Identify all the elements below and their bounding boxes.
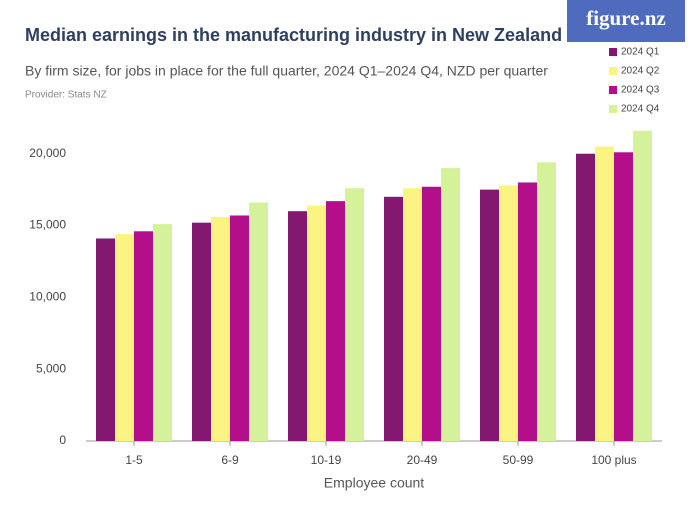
- bar: [230, 215, 249, 441]
- legend-swatch: [609, 86, 617, 94]
- legend-label: 2024 Q2: [621, 66, 660, 77]
- bar: [345, 188, 364, 441]
- bar: [384, 196, 403, 441]
- bar: [499, 185, 518, 441]
- bar: [192, 222, 211, 441]
- chart-subtitle: By firm size, for jobs in place for the …: [25, 63, 548, 79]
- logo: figure.nz: [586, 6, 666, 30]
- x-axis-label: Employee count: [324, 475, 425, 491]
- chart-title: Median earnings in the manufacturing ind…: [25, 25, 562, 45]
- bar: [307, 205, 326, 441]
- legend-label: 2024 Q3: [621, 85, 660, 96]
- bar: [537, 162, 556, 441]
- bar: [134, 231, 153, 441]
- y-tick-label: 10,000: [29, 290, 66, 304]
- provider: Provider: Stats NZ: [25, 90, 107, 101]
- legend-label: 2024 Q4: [621, 104, 660, 115]
- bar: [518, 182, 537, 442]
- x-tick-label: 1-5: [125, 453, 143, 467]
- legend-swatch: [609, 105, 617, 113]
- bar: [441, 168, 460, 441]
- bar: [211, 216, 230, 441]
- bar: [633, 130, 652, 441]
- bar: [153, 224, 172, 441]
- y-tick-label: 0: [59, 433, 66, 447]
- legend-swatch: [609, 67, 617, 75]
- logo-box: [567, 0, 685, 42]
- legend-swatch: [609, 48, 617, 56]
- y-tick-label: 5,000: [36, 361, 66, 375]
- y-tick-label: 15,000: [29, 218, 66, 232]
- bar: [480, 189, 499, 441]
- bar: [249, 202, 268, 441]
- legend-label: 2024 Q1: [621, 47, 660, 58]
- x-tick-label: 100 plus: [591, 453, 636, 467]
- bar: [115, 234, 134, 441]
- bar: [288, 211, 307, 441]
- bar: [403, 188, 422, 441]
- bar: [614, 152, 633, 442]
- bar: [595, 146, 614, 441]
- bar: [326, 201, 345, 441]
- x-tick-label: 6-9: [221, 453, 239, 467]
- x-tick-label: 50-99: [503, 453, 534, 467]
- bar: [96, 238, 115, 441]
- y-tick-label: 20,000: [29, 146, 66, 160]
- x-tick-label: 20-49: [407, 453, 438, 467]
- x-tick-label: 10-19: [311, 453, 342, 467]
- bar: [576, 153, 595, 441]
- bar: [422, 186, 441, 441]
